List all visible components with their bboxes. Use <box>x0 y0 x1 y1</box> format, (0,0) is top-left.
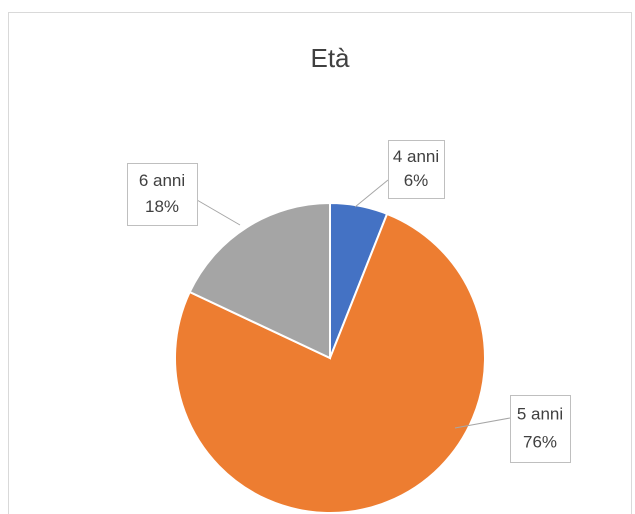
leader-line <box>196 199 241 226</box>
data-label-category: 4 anni <box>393 147 439 166</box>
label-box <box>510 395 571 463</box>
data-label-value: 76% <box>523 433 557 452</box>
leader-line <box>454 417 511 429</box>
leader-line <box>354 179 389 208</box>
data-label-value: 6% <box>404 171 429 190</box>
data-label-category: 6 anni <box>139 171 185 190</box>
pie-slice <box>188 201 331 360</box>
pie-slice <box>174 212 486 514</box>
label-box <box>388 140 445 199</box>
chart-title: Età <box>310 43 350 73</box>
data-label-category: 5 anni <box>517 405 563 424</box>
data-label-value: 18% <box>145 197 179 216</box>
label-box <box>127 163 198 226</box>
